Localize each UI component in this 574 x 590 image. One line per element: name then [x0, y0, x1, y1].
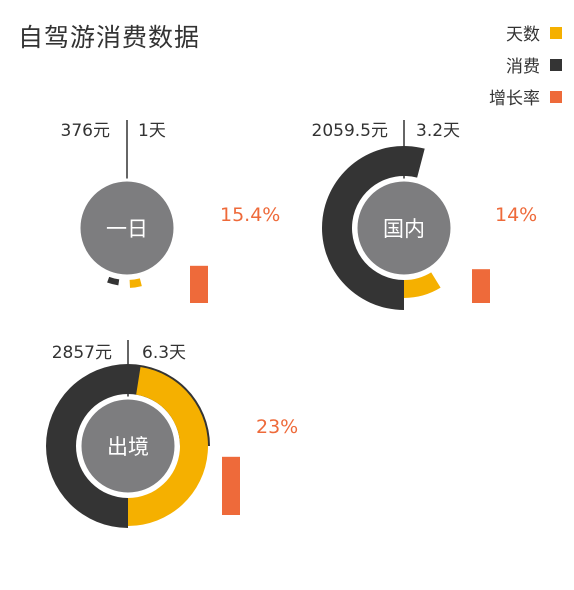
growth-bar [190, 265, 208, 303]
legend-swatch-spend [550, 58, 562, 71]
group-name-label: 一日 [106, 217, 148, 241]
legend-swatch-growth [550, 90, 562, 103]
days-label: 3.2天 [416, 121, 460, 141]
spend-label: 376元 [61, 121, 110, 141]
growth-label: 14% [495, 204, 537, 226]
center-circle [77, 178, 177, 278]
chart-title: 自驾游消费数据 [18, 23, 201, 52]
center-circle [78, 396, 178, 496]
group-name-label: 出境 [107, 435, 149, 459]
legend-label-days: 天数 [506, 25, 540, 45]
legend-item-days: 天数 [506, 20, 562, 45]
growth-label: 23% [256, 416, 298, 438]
days-label: 1天 [138, 121, 166, 141]
days-arc [129, 278, 142, 288]
center-circle [354, 178, 454, 278]
days-arc [128, 366, 209, 526]
legend-label-spend: 消费 [506, 57, 540, 77]
legend-item-growth: 增长率 [489, 84, 562, 109]
spend-arc [321, 146, 425, 310]
spend-label: 2059.5元 [312, 121, 388, 141]
spend-label: 2857元 [52, 343, 112, 363]
legend-item-spend: 消费 [506, 52, 562, 77]
legend-label-growth: 增长率 [489, 89, 540, 109]
growth-label: 15.4% [220, 204, 280, 226]
days-label: 6.3天 [142, 343, 186, 363]
growth-bar [472, 269, 490, 303]
growth-bar [222, 456, 240, 515]
group-name-label: 国内 [383, 217, 425, 241]
legend-swatch-days [550, 26, 562, 39]
spend-arc [107, 276, 120, 286]
days-arc [404, 272, 441, 298]
